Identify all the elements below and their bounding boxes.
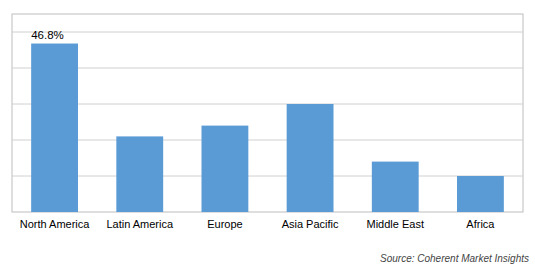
grid-line xyxy=(12,140,523,141)
grid xyxy=(12,32,523,176)
x-tick-label: Middle East xyxy=(367,218,424,230)
background xyxy=(0,0,535,270)
bar xyxy=(31,44,78,212)
grid-line xyxy=(12,68,523,69)
annotation: 46.8% xyxy=(31,29,64,41)
plot-frame xyxy=(12,14,523,212)
bar xyxy=(287,104,334,212)
bar xyxy=(116,136,163,212)
x-tick-label: Asia Pacific xyxy=(282,218,339,230)
source-text: Source: Coherent Market Insights xyxy=(380,253,529,264)
bar xyxy=(372,162,419,212)
chart: North America Latin America Europe Asia Pac… xyxy=(0,0,535,270)
bars xyxy=(31,44,504,212)
grid-line xyxy=(12,104,523,105)
bar xyxy=(457,176,504,212)
grid-line xyxy=(12,32,523,33)
x-tick-label: Africa xyxy=(466,218,495,230)
bar xyxy=(201,126,248,212)
x-tick-label: North America xyxy=(20,218,91,230)
grid-line xyxy=(12,176,523,177)
x-tick-label: Latin America xyxy=(106,218,174,230)
x-tick-label: Europe xyxy=(207,218,242,230)
